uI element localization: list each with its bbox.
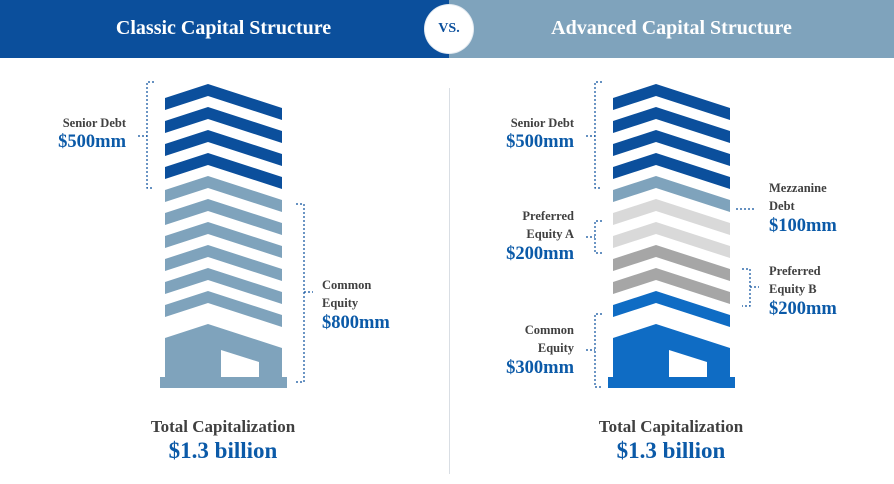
advanced-preferred-b-label-2: Equity B: [769, 282, 817, 296]
advanced-mezzanine-value: $100mm: [769, 216, 837, 236]
classic-building-door: [221, 350, 259, 377]
classic-total-value: $1.3 billion: [168, 438, 278, 463]
advanced-total-label: Total Capitalization: [598, 417, 744, 436]
advanced-title: Advanced Capital Structure: [551, 17, 792, 39]
advanced-common-equity-label-2: Equity: [537, 341, 574, 355]
advanced-mezzanine-label-2: Debt: [769, 199, 795, 213]
classic-common-equity-label-1: Common: [322, 278, 372, 292]
classic-common-equity-label-2: Equity: [322, 296, 359, 310]
classic-total-label: Total Capitalization: [150, 417, 296, 436]
advanced-building-door: [669, 350, 707, 377]
advanced-preferred-b-label-1: Preferred: [769, 264, 821, 278]
advanced-preferred-b-floors: [613, 245, 730, 304]
center-divider: [449, 88, 450, 474]
advanced-common-equity-value: $300mm: [506, 358, 574, 378]
header-advanced: Advanced Capital Structure: [449, 0, 894, 58]
advanced-senior-debt-floors: [613, 84, 730, 189]
advanced-mezzanine-label-1: Mezzanine: [769, 181, 827, 195]
advanced-senior-debt-value: $500mm: [506, 132, 574, 152]
classic-senior-debt-label: Senior Debt: [62, 116, 126, 130]
classic-brackets: [138, 81, 313, 383]
classic-senior-debt-value: $500mm: [58, 132, 126, 152]
advanced-preferred-a-floors: [613, 199, 730, 258]
advanced-preferred-a-label-2: Equity A: [526, 227, 574, 241]
advanced-preferred-b-value: $200mm: [769, 299, 837, 319]
advanced-brackets: [586, 81, 759, 388]
classic-common-equity-value: $800mm: [322, 313, 390, 333]
classic-building: [160, 84, 287, 388]
header-classic: Classic Capital Structure: [0, 0, 449, 58]
advanced-preferred-a-label-1: Preferred: [522, 209, 574, 223]
advanced-mezzanine-floor: [613, 176, 730, 212]
advanced-senior-debt-label: Senior Debt: [510, 116, 574, 130]
classic-title: Classic Capital Structure: [115, 17, 332, 39]
advanced-building: [608, 84, 735, 388]
advanced-preferred-a-value: $200mm: [506, 244, 574, 264]
advanced-total-value: $1.3 billion: [616, 438, 726, 463]
advanced-common-equity-label-1: Common: [524, 323, 574, 337]
classic-senior-debt-floors: [165, 84, 282, 189]
vs-badge: VS.: [425, 5, 473, 53]
